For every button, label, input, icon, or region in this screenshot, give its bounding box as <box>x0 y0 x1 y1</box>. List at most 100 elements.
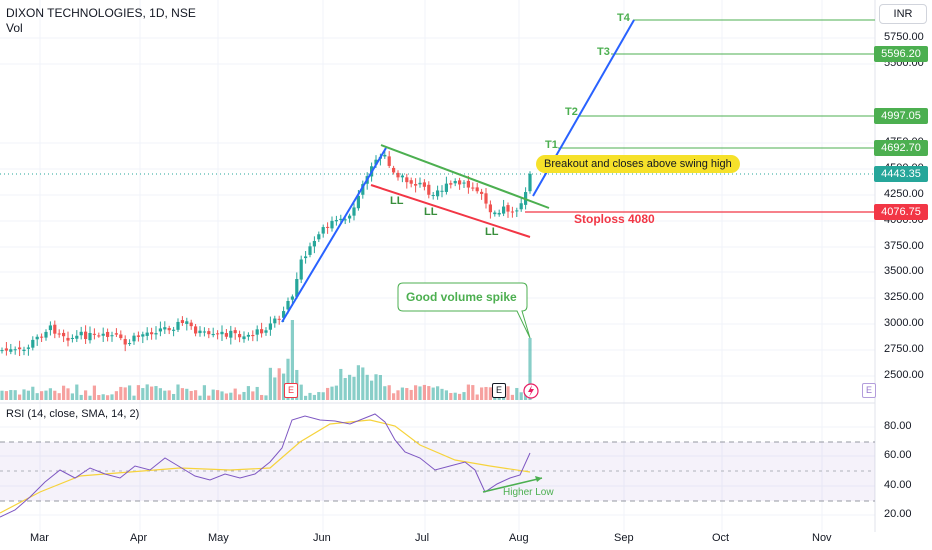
volume-bar <box>427 386 431 400</box>
candle-body <box>110 335 114 337</box>
candle-body <box>396 172 400 178</box>
time-tick-label: Oct <box>712 532 730 544</box>
candle-body <box>57 333 61 335</box>
volume-bar <box>356 365 360 400</box>
earnings-badge-3[interactable]: E <box>862 383 876 398</box>
volume-spike-label: Good volume spike <box>406 290 517 304</box>
symbol-title[interactable]: DIXON TECHNOLOGIES, 1D, NSE <box>6 6 196 20</box>
candle-body <box>207 331 211 335</box>
rsi-label[interactable]: RSI (14, close, SMA, 14, 2) <box>6 408 140 420</box>
volume-bar <box>128 385 132 400</box>
candle-body <box>4 348 8 351</box>
volume-bar <box>462 392 466 400</box>
candle-body <box>493 212 497 215</box>
price-tick-label: 5750.00 <box>884 31 924 43</box>
volume-bar <box>471 385 475 400</box>
price-tick-label: 3750.00 <box>884 240 924 252</box>
volume-bar <box>431 387 435 400</box>
candle-body <box>295 279 299 297</box>
volume-bar <box>0 390 4 400</box>
volume-bar <box>458 393 462 400</box>
volume-bar <box>44 390 48 400</box>
candle-body <box>453 181 457 184</box>
volume-bar <box>4 391 8 400</box>
volume-bar <box>136 385 140 400</box>
candle-body <box>317 234 321 240</box>
volume-bar <box>13 390 17 400</box>
candle-body <box>458 180 462 185</box>
volume-bars <box>0 320 532 400</box>
candle-body <box>31 339 35 348</box>
volume-bar <box>334 385 338 400</box>
volume-bar <box>519 392 523 400</box>
upper-channel-line <box>380 144 550 209</box>
candle-body <box>128 343 132 345</box>
volume-bar <box>326 387 330 400</box>
candle-body <box>0 350 4 352</box>
earnings-badge-1[interactable]: E <box>284 383 298 398</box>
candle-body <box>436 190 440 197</box>
candle-body <box>304 256 308 259</box>
earnings-badge-2[interactable]: E <box>492 383 506 398</box>
volume-bar <box>251 391 255 400</box>
candle-body <box>167 328 171 331</box>
candle-body <box>440 190 444 192</box>
volume-bar <box>317 392 321 400</box>
candle-body <box>400 175 404 178</box>
volume-bar <box>145 384 149 400</box>
candle-body <box>48 325 52 331</box>
volume-bar <box>207 395 211 400</box>
volume-bar <box>370 380 374 400</box>
volume-callout-pointer <box>397 282 531 339</box>
candle-body <box>180 320 184 323</box>
candle-body <box>343 219 347 221</box>
volume-bar <box>312 394 316 400</box>
currency-button[interactable]: INR <box>879 4 927 24</box>
candle-body <box>246 334 250 337</box>
candle-body <box>387 156 391 166</box>
t3-label: T3 <box>597 46 610 58</box>
ll-label-2: LL <box>424 206 438 218</box>
candle-body <box>497 212 501 215</box>
volume-bar <box>70 393 74 400</box>
candle-body <box>75 335 79 339</box>
volume-bar <box>211 389 215 400</box>
candle-body <box>189 322 193 327</box>
higher-low-label: Higher Low <box>503 487 554 498</box>
volume-label[interactable]: Vol <box>6 21 23 35</box>
time-tick-label: Mar <box>30 532 49 544</box>
volume-bar <box>202 385 206 400</box>
candle-body <box>158 328 162 332</box>
candle-body <box>282 311 286 318</box>
time-tick-label: Apr <box>130 532 148 544</box>
candle-body <box>392 167 396 173</box>
candle-body <box>53 324 57 334</box>
candle-body <box>62 332 66 337</box>
volume-bar <box>405 388 409 400</box>
t1-price-tag: 4692.70 <box>874 140 928 156</box>
candle-body <box>405 177 409 183</box>
volume-bar <box>365 374 369 400</box>
volume-bar <box>308 392 312 400</box>
volume-bar <box>185 388 189 400</box>
volume-bar <box>515 387 519 400</box>
candle-body <box>260 329 264 334</box>
volume-bar <box>286 358 290 400</box>
volume-bar <box>466 384 470 400</box>
candle-body <box>506 205 510 212</box>
volume-bar <box>97 395 101 400</box>
volume-bar <box>409 389 413 400</box>
candle-body <box>502 206 506 214</box>
volume-bar <box>396 390 400 400</box>
volume-bar <box>84 390 88 400</box>
volume-bar <box>9 390 13 400</box>
candle-body <box>70 337 74 339</box>
candle-body <box>106 331 110 337</box>
volume-bar <box>53 390 57 400</box>
uptrend-line <box>281 147 387 323</box>
candle-body <box>172 329 176 331</box>
candle-body <box>290 296 294 300</box>
candle-body <box>229 330 233 338</box>
volume-bar <box>194 390 198 400</box>
